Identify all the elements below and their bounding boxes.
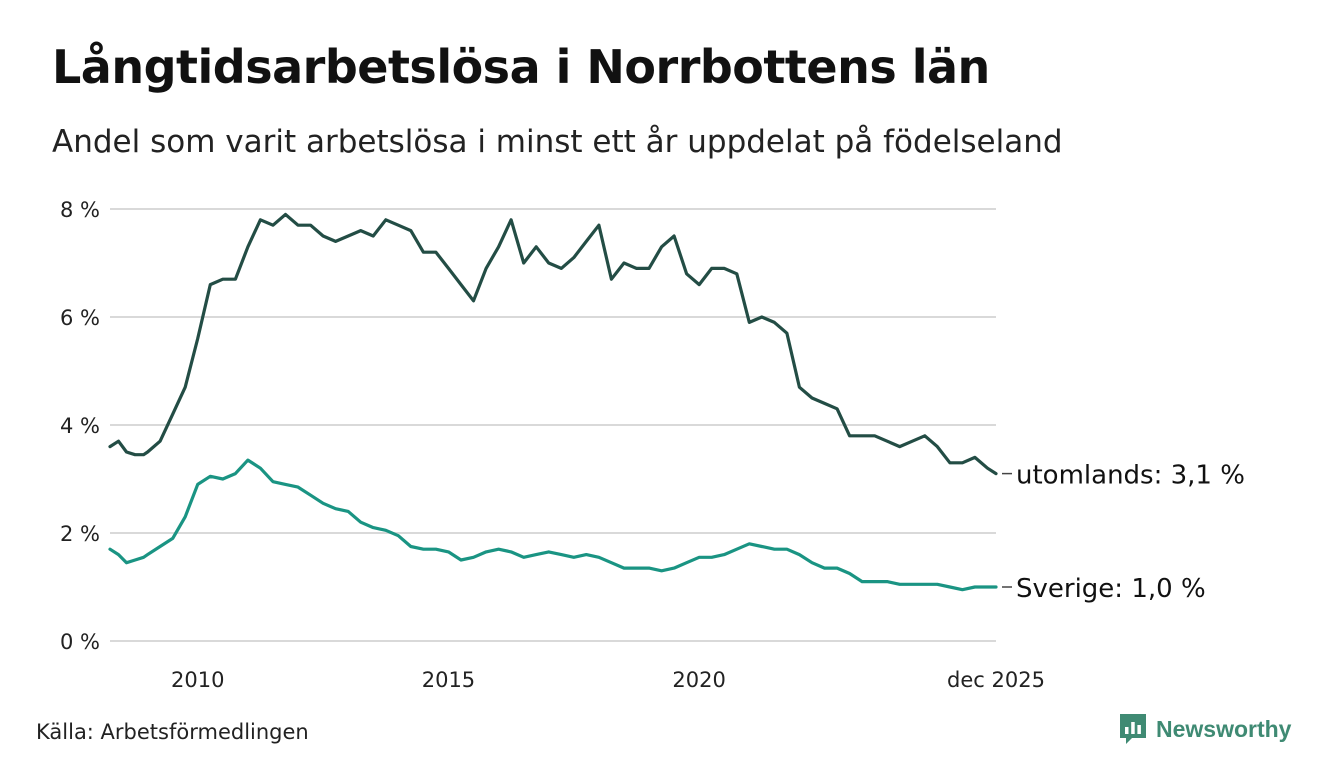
series-lines <box>108 212 998 592</box>
y-axis-labels: 0 % 2 % 4 % 6 % 8 % <box>60 198 100 654</box>
y-tick-label: 6 % <box>60 306 100 330</box>
source-note: Källa: Arbetsförmedlingen <box>36 720 309 744</box>
x-axis-labels: 2010 2015 2020 dec 2025 <box>171 668 1045 692</box>
x-tick-label: 2015 <box>422 668 475 692</box>
y-tick-label: 2 % <box>60 522 100 546</box>
x-tick-label: 2010 <box>171 668 224 692</box>
chart-title: Långtidsarbetslösa i Norrbottens län <box>52 40 990 94</box>
line-chart: 0 % 2 % 4 % 6 % 8 % 2010 2015 2020 dec 2025 uto… <box>60 198 1245 692</box>
gridlines <box>110 208 996 642</box>
end-labels: utomlands: 3,1 % Sverige: 1,0 % <box>1002 461 1245 604</box>
x-tick-label: 2020 <box>672 668 725 692</box>
series-line-utomlands <box>108 212 998 476</box>
chart-subtitle: Andel som varit arbetslösa i minst ett å… <box>52 124 1063 160</box>
end-label-utomlands: utomlands: 3,1 % <box>1016 461 1245 491</box>
newsworthy-logo-icon <box>1120 714 1146 744</box>
newsworthy-logo[interactable]: Newsworthy <box>1118 712 1291 746</box>
y-tick-label: 0 % <box>60 630 100 654</box>
series-line-sverige <box>108 458 998 592</box>
end-label-sverige: Sverige: 1,0 % <box>1016 574 1206 604</box>
newsworthy-logo-text: Newsworthy <box>1156 715 1292 742</box>
y-tick-label: 4 % <box>60 414 100 438</box>
x-tick-label: dec 2025 <box>947 668 1045 692</box>
y-tick-label: 8 % <box>60 198 100 222</box>
